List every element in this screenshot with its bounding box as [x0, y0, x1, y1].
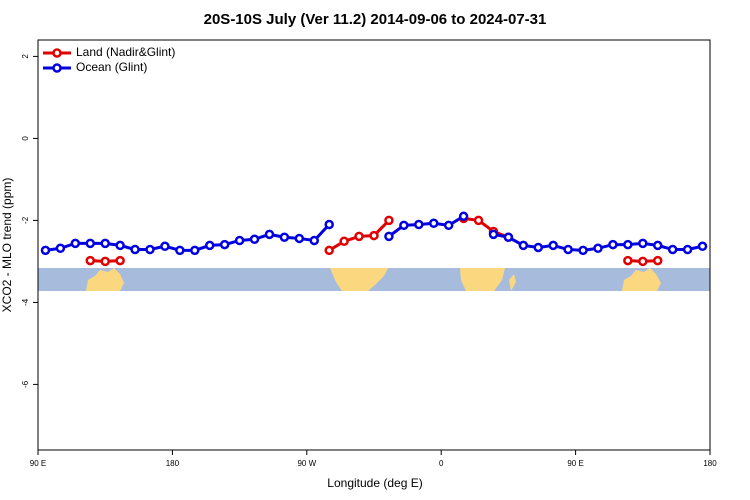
y-tick-label: 2	[21, 54, 30, 59]
x-tick-label: 0	[439, 459, 444, 468]
data-point	[428, 218, 439, 229]
data-point	[354, 231, 364, 242]
x-tick-label: 180	[166, 459, 180, 468]
data-point	[279, 232, 290, 242]
data-point	[667, 244, 678, 255]
data-point	[40, 245, 51, 256]
data-point	[115, 255, 125, 266]
data-point	[638, 238, 648, 249]
data-point	[130, 244, 140, 255]
data-point	[70, 238, 81, 249]
data-point	[145, 244, 155, 255]
data-point	[384, 215, 394, 226]
data-point	[518, 240, 529, 251]
data-point	[443, 220, 454, 231]
data-point	[85, 255, 96, 266]
data-point	[682, 244, 693, 255]
data-point	[533, 242, 544, 253]
data-point	[55, 243, 66, 254]
data-point	[638, 256, 648, 267]
data-point	[563, 244, 573, 255]
x-axis-label: Longitude (deg E)	[327, 476, 422, 490]
data-point	[190, 245, 200, 256]
data-point	[384, 231, 394, 242]
legend-label: Ocean (Glint)	[76, 60, 147, 74]
map-strip	[38, 268, 710, 291]
data-point	[578, 245, 588, 256]
data-point	[115, 240, 125, 251]
chart-title: 20S-10S July (Ver 11.2) 2014-09-06 to 20…	[204, 11, 547, 28]
data-point	[324, 219, 334, 230]
x-tick-label: 90 E	[30, 459, 46, 468]
data-point	[608, 239, 618, 250]
data-point	[219, 239, 230, 250]
data-point	[548, 240, 558, 251]
data-point	[294, 233, 305, 244]
data-point	[458, 211, 469, 222]
data-point	[503, 232, 514, 242]
data-point	[488, 229, 499, 240]
x-tick-label: 180	[703, 459, 717, 468]
data-point	[697, 241, 708, 251]
data-point	[264, 229, 275, 240]
y-tick-label: -2	[21, 216, 30, 224]
data-point	[473, 215, 484, 226]
data-point	[623, 255, 633, 266]
data-point	[369, 230, 379, 241]
data-point	[234, 235, 245, 246]
data-point	[414, 219, 424, 230]
legend-marker	[52, 63, 62, 73]
plot-frame	[37, 39, 711, 451]
data-point	[204, 240, 215, 251]
data-point	[652, 240, 663, 251]
data-point	[309, 235, 320, 246]
data-point	[652, 255, 663, 266]
data-point	[100, 256, 110, 267]
data-point	[160, 241, 170, 251]
legend-marker	[52, 48, 62, 58]
data-point	[249, 234, 260, 245]
data-point	[339, 236, 349, 247]
data-point	[623, 239, 633, 250]
y-tick-label: 0	[21, 136, 30, 141]
data-point	[324, 245, 334, 256]
data-point	[399, 220, 409, 231]
y-axis-label: XCO2 - MLO trend (ppm)	[0, 178, 14, 313]
y-tick-label: -4	[21, 298, 30, 306]
data-point	[100, 238, 110, 249]
data-point	[175, 245, 185, 256]
x-tick-label: 90 W	[297, 459, 316, 468]
data-point	[593, 243, 603, 254]
series-line	[463, 216, 509, 239]
legend-label: Land (Nadir&Glint)	[76, 45, 175, 59]
y-tick-label: -6	[21, 380, 30, 388]
x-tick-label: 90 E	[567, 459, 583, 468]
data-point	[85, 238, 96, 249]
